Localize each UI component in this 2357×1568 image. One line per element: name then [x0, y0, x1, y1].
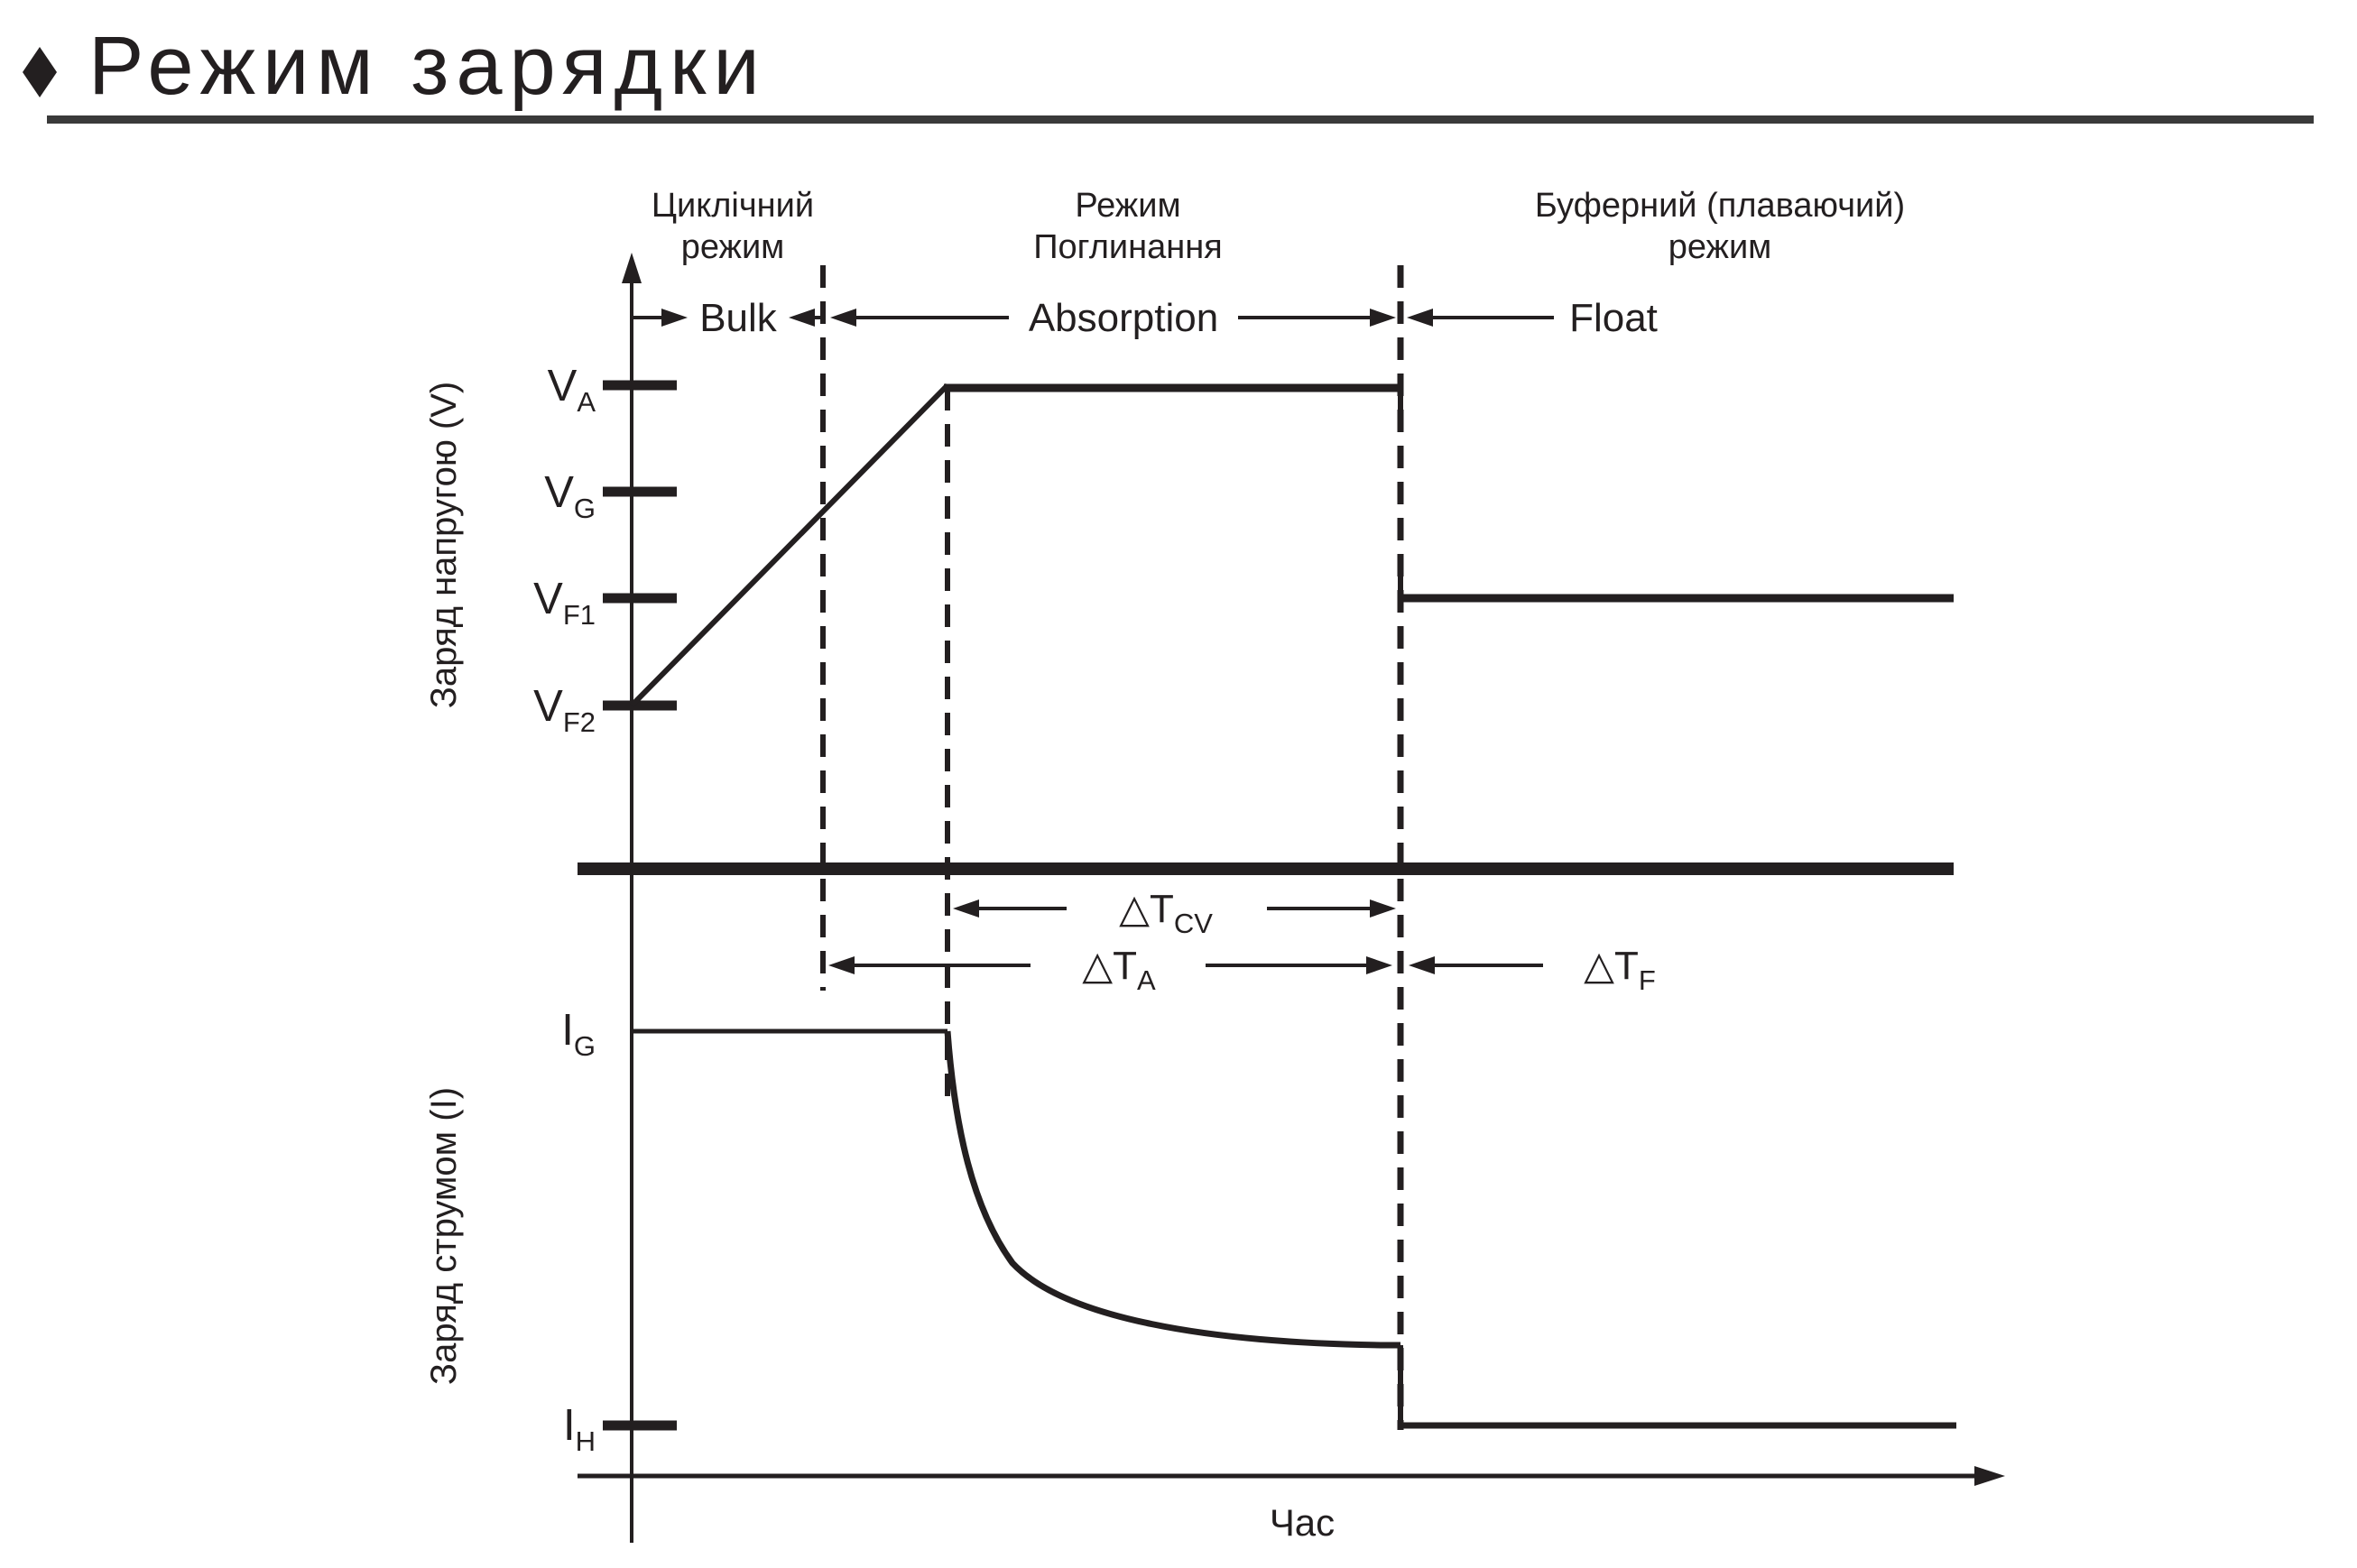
- i-tick-label-ig: IG: [561, 1006, 596, 1062]
- x-axis-right-arrowhead-icon: [1974, 1466, 2005, 1486]
- current-axis-title: Заряд струмом (I): [424, 1087, 464, 1385]
- voltage-ramp-segment: [629, 383, 950, 708]
- title-underline-rule: [47, 115, 2314, 124]
- ta-left-arrowhead-icon: [828, 956, 855, 974]
- v-tick-label-va: VA: [548, 362, 596, 418]
- float-left-arrowhead-icon: [1407, 309, 1433, 327]
- header-float-line2: режим: [1668, 228, 1772, 266]
- stage-label-float: Float: [1569, 296, 1658, 340]
- header-float-line1: Буферний (плаваючий): [1535, 187, 1905, 225]
- i-tick-label-ih: IH: [563, 1401, 596, 1457]
- stage-label-absorption: Absorption: [1029, 296, 1218, 340]
- v-tick-label-vg: VG: [544, 468, 596, 524]
- v-tick-label-vf1: VF1: [533, 575, 596, 631]
- interval-label-tf: △TF: [1584, 944, 1656, 996]
- header-cyclic-line2: режим: [681, 228, 785, 266]
- voltage-axis-title: Заряд напругою (V): [424, 382, 464, 709]
- page-title: Режим зарядки: [88, 20, 767, 112]
- bulk-right-pointing-arrowhead-icon: [661, 309, 688, 327]
- current-decay-curve: [944, 1030, 1400, 1349]
- bulk-left-pointing-arrowhead-icon: [789, 309, 815, 327]
- y-axis-up-arrowhead-icon: [622, 253, 642, 283]
- absorption-right-arrowhead-icon: [1370, 309, 1396, 327]
- diamond-bullet-icon: [23, 47, 57, 97]
- header-cyclic-line1: Циклічний: [652, 187, 814, 225]
- tcv-left-arrowhead-icon: [953, 899, 979, 918]
- interval-label-tcv: △TCV: [1119, 887, 1213, 939]
- v-tick-label-vf2: VF2: [533, 682, 596, 738]
- absorption-left-arrowhead-icon: [830, 309, 856, 327]
- tcv-right-arrowhead-icon: [1370, 899, 1396, 918]
- tf-left-arrowhead-icon: [1409, 956, 1435, 974]
- header-absorption-line1: Режим: [1075, 187, 1180, 225]
- header-absorption-line2: Поглинання: [1033, 228, 1223, 266]
- ta-right-arrowhead-icon: [1366, 956, 1392, 974]
- interval-label-ta: △TA: [1082, 944, 1156, 996]
- time-axis-label: Час: [1270, 1501, 1335, 1544]
- stage-label-bulk: Bulk: [699, 296, 778, 340]
